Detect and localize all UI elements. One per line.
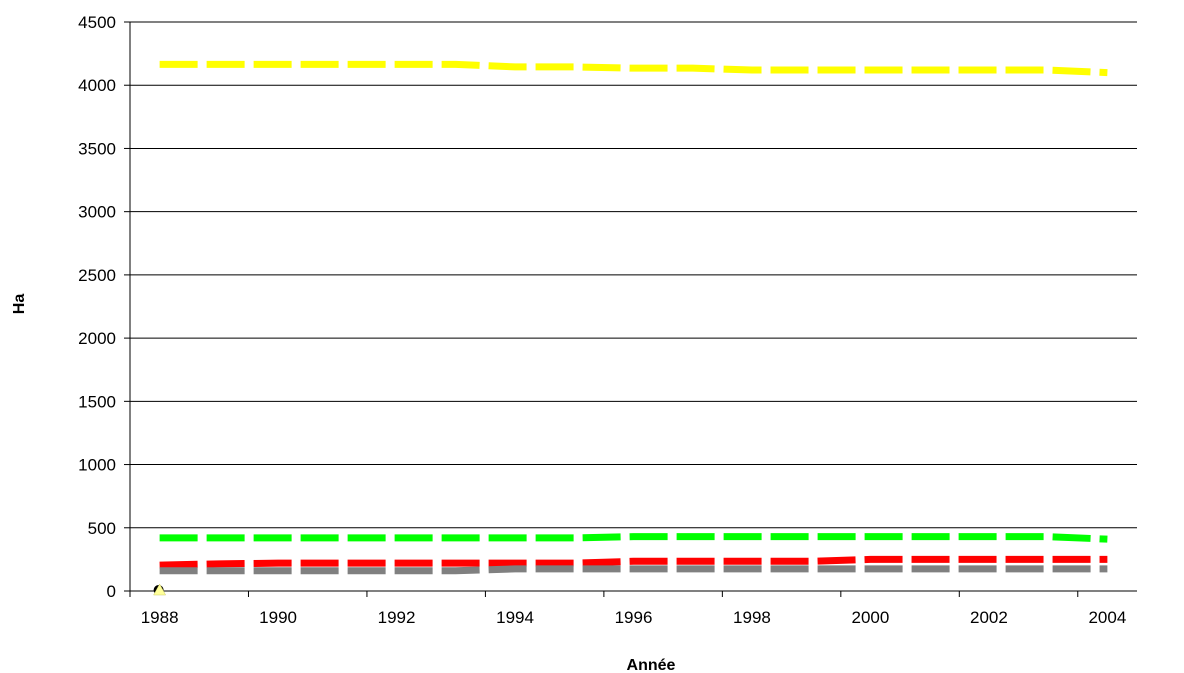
y-tick-label: 3000 — [78, 203, 116, 222]
data-marker — [153, 583, 167, 596]
y-tick-label: 1500 — [78, 392, 116, 411]
x-tick-label: 1996 — [615, 608, 653, 627]
y-tick-label: 4500 — [78, 13, 116, 32]
axes — [124, 21, 1137, 597]
series-lines — [159, 60, 1108, 575]
series-line-4 — [159, 565, 1108, 575]
y-tick-label: 4000 — [78, 76, 116, 95]
y-tick-label: 2500 — [78, 266, 116, 285]
x-tick-label: 2002 — [970, 608, 1008, 627]
x-tick-labels: 1988 1990 1992 1994 1996 1998 2000 2002 2004 — [141, 608, 1127, 627]
y-axis-title: Ha — [11, 294, 28, 315]
x-tick-label: 1994 — [496, 608, 534, 627]
x-axis-title: Année — [627, 657, 676, 673]
series-line-1 — [159, 60, 1108, 77]
y-tick-label: 2000 — [78, 329, 116, 348]
y-tick-label: 500 — [88, 519, 116, 538]
x-tick-label: 1992 — [378, 608, 416, 627]
series-line-3 — [159, 555, 1108, 569]
gridlines — [130, 21, 1137, 529]
x-tick-label: 2004 — [1088, 608, 1126, 627]
y-tick-label: 0 — [107, 582, 116, 601]
x-tick-label: 1998 — [733, 608, 771, 627]
data-markers — [153, 583, 167, 596]
x-tick-label: 1990 — [259, 608, 297, 627]
y-tick-label: 1000 — [78, 456, 116, 475]
series-line-2 — [159, 533, 1108, 543]
x-tick-label: 2000 — [852, 608, 890, 627]
x-tick-label: 1988 — [141, 608, 179, 627]
y-tick-label: 3500 — [78, 139, 116, 158]
y-tick-labels: 0 500 1000 1500 2000 2500 3000 3500 4000 4500 — [78, 13, 116, 601]
